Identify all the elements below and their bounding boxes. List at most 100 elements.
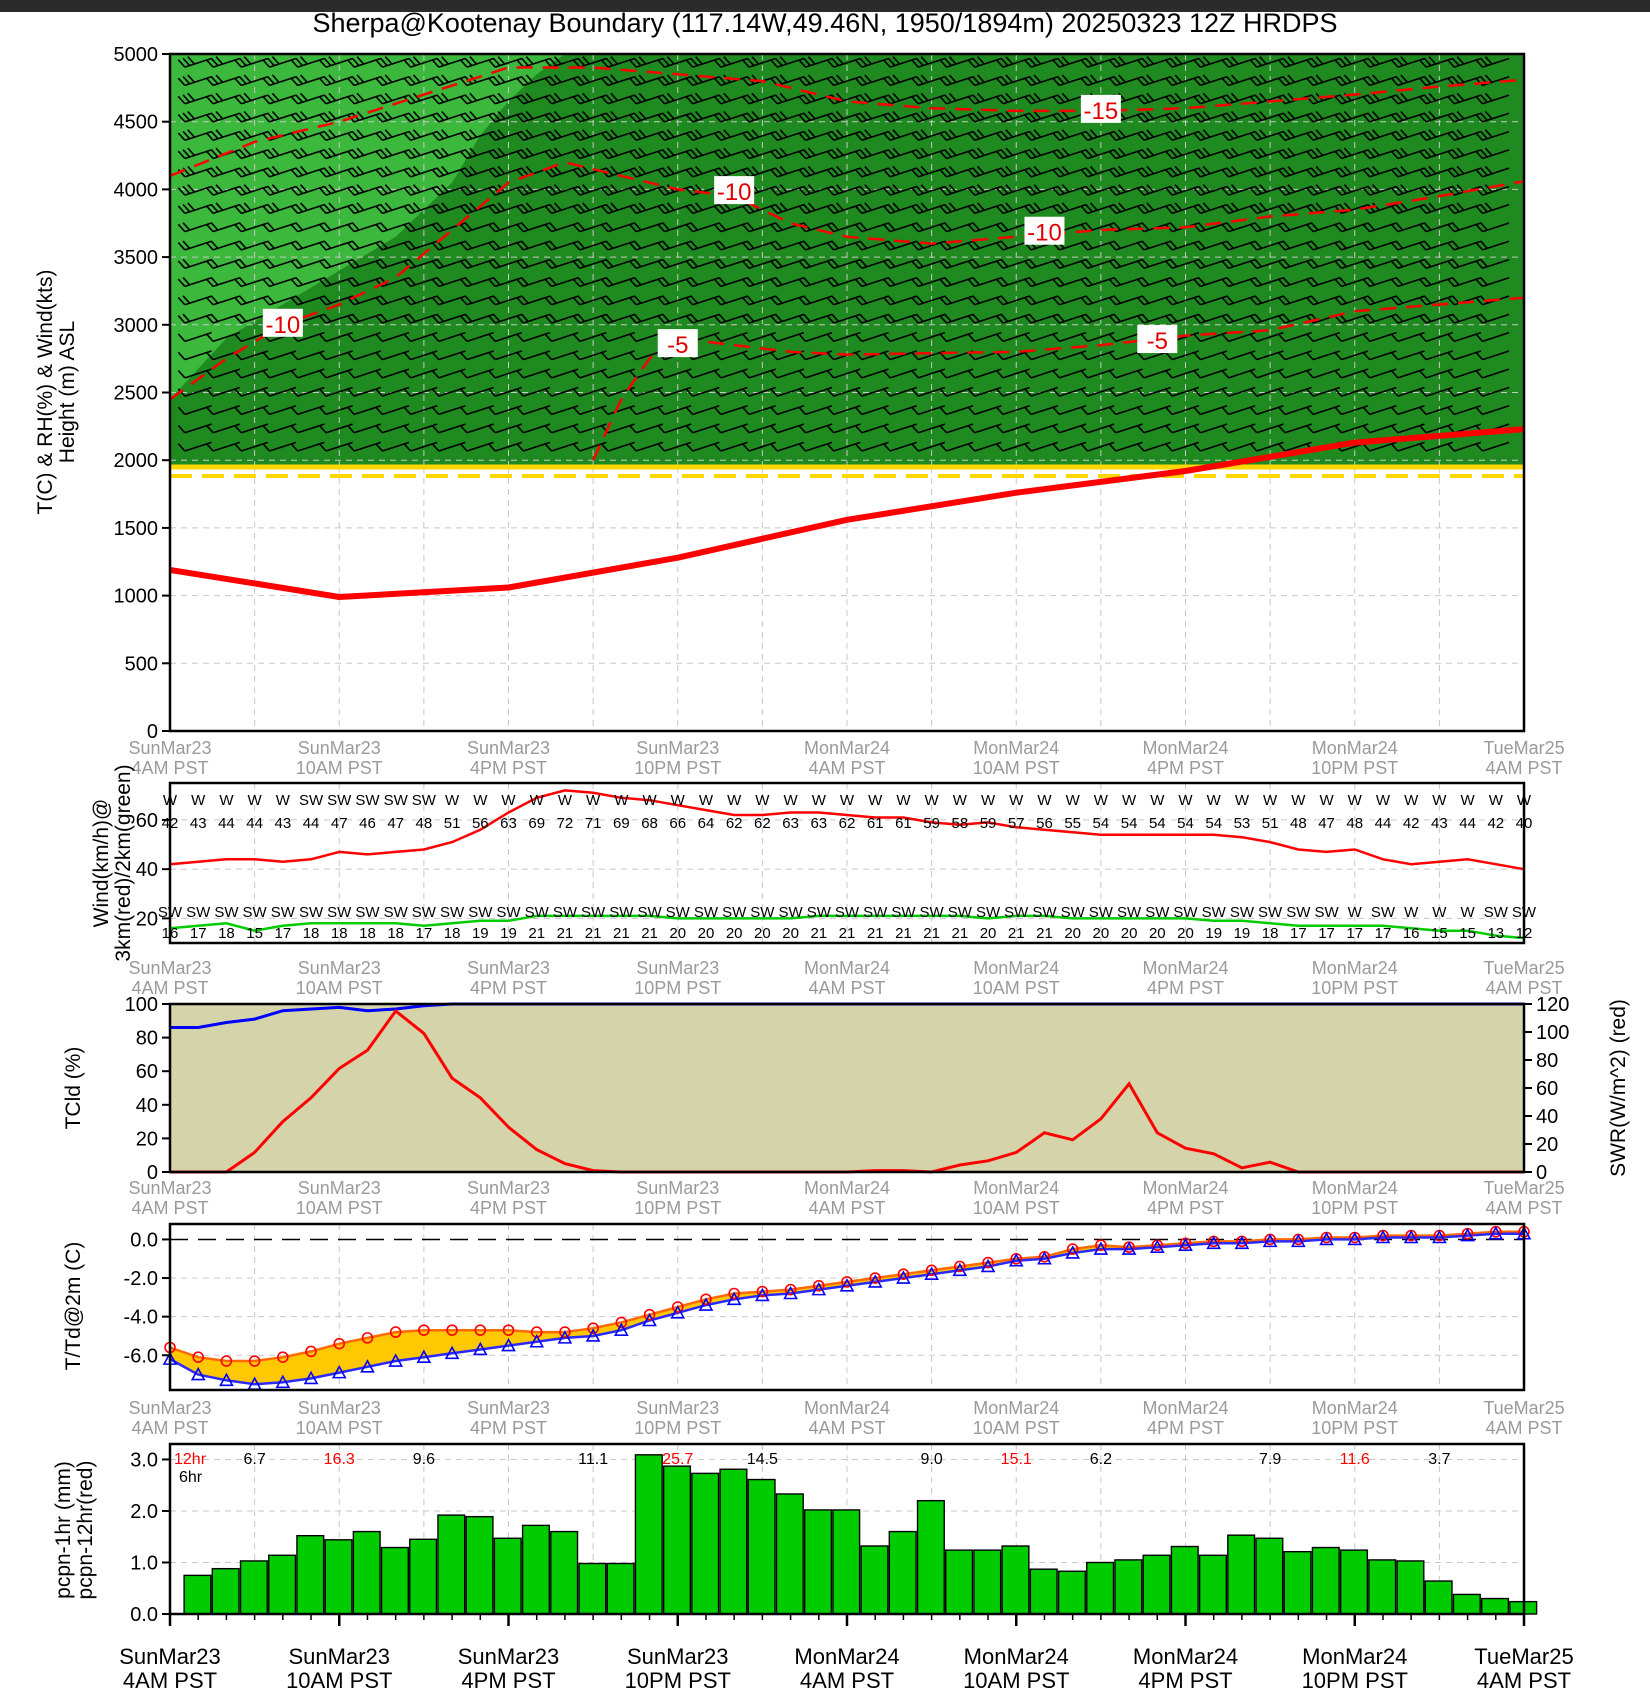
wind-barb-flag xyxy=(544,278,553,287)
wind-barb-flag xyxy=(431,114,440,123)
wind-barb-flag xyxy=(262,388,271,397)
wind-2km-direction: SW xyxy=(694,904,719,921)
wind-barb-flag xyxy=(318,205,327,214)
wind-3km-direction: W xyxy=(1122,792,1137,809)
wind-barb-flag xyxy=(577,258,586,268)
wind-barb-flag xyxy=(182,149,191,158)
wind-barb-flag xyxy=(234,187,242,196)
wind-barb-flag xyxy=(441,129,449,138)
wind-barb-flag xyxy=(182,313,191,323)
wind-barb-flag xyxy=(408,258,416,268)
wind-barb-flag xyxy=(347,260,355,269)
wind-barb-flag xyxy=(600,406,609,415)
wind-3km-speed: 48 xyxy=(1346,815,1363,832)
wind-barb-flag xyxy=(379,277,388,286)
wind-barb-flag xyxy=(356,92,365,102)
wind-barb-flag xyxy=(187,56,195,65)
wind-2km-direction: W xyxy=(1460,904,1475,921)
wind-barb-flag xyxy=(262,114,271,123)
wind-barb-flag xyxy=(459,388,468,397)
wind-3km-speed: 54 xyxy=(1205,815,1222,832)
wind-barb-flag xyxy=(267,258,275,268)
wind-barb-flag xyxy=(177,260,186,269)
time-label-day: SunMar23 xyxy=(467,738,550,758)
wind-2km-speed: 21 xyxy=(923,925,940,942)
precip-bar xyxy=(211,1567,240,1615)
wind-barb-flag xyxy=(323,203,332,213)
wind-barb-flag xyxy=(328,92,337,102)
time-label-hour: 10AM PST xyxy=(973,1198,1060,1218)
wind-3km-direction: W xyxy=(1207,792,1222,809)
wind-barb-flag xyxy=(520,185,529,195)
wind-2km-direction: SW xyxy=(1258,904,1283,921)
wind-3km-direction: W xyxy=(1094,792,1109,809)
wind-barb-flag xyxy=(234,388,242,397)
wind-3km-direction: W xyxy=(953,792,968,809)
wind-barb-flag xyxy=(215,165,224,175)
wind-2km-speed: 20 xyxy=(698,925,715,942)
wind-3km-speed: 57 xyxy=(1008,815,1025,832)
wind-barb-flag xyxy=(290,132,299,141)
wind-barb-flag xyxy=(520,112,529,121)
time-label-hour: 10AM PST xyxy=(296,978,383,998)
wind-barb-flag xyxy=(234,77,242,86)
precip-bar xyxy=(634,1454,663,1615)
wind-barb-flag xyxy=(605,149,614,158)
wind-barb-flag xyxy=(492,167,501,176)
wind-barb-flag xyxy=(577,295,586,304)
wind-barb-flag xyxy=(187,110,195,120)
wind-barb-flag xyxy=(488,406,496,415)
wind-barb-flag xyxy=(610,129,619,138)
time-label-day: TueMar25 xyxy=(1483,1178,1564,1198)
wind-3km-direction: W xyxy=(530,792,545,809)
wind-barb-flag xyxy=(215,92,224,102)
time-label-day: MonMar24 xyxy=(1142,958,1228,978)
wind-barb-flag xyxy=(516,205,524,214)
wind-barb-flag xyxy=(238,295,247,304)
wind-barb-flag xyxy=(492,295,501,304)
wind-barb-flag xyxy=(629,351,637,361)
wind-3km-speed: 69 xyxy=(613,815,630,832)
wind-barb-flag xyxy=(182,240,191,249)
wind-barb-flag xyxy=(238,76,247,85)
wind-barb-flag xyxy=(436,258,445,268)
wind-barb-flag xyxy=(497,165,506,175)
wind-barb-flag xyxy=(328,129,337,138)
wind-barb-flag xyxy=(572,114,581,123)
wind-barb-flag xyxy=(290,443,299,452)
wind-barb-flag xyxy=(520,57,529,67)
precip-bar xyxy=(493,1537,522,1615)
wind-barb-flag xyxy=(605,94,614,103)
time-label-hour: 4AM PST xyxy=(131,1418,208,1438)
wind-barb-flag xyxy=(351,222,360,231)
y-tick-label: 2500 xyxy=(114,383,159,405)
precip-bar xyxy=(803,1509,833,1615)
wind-barb-flag xyxy=(379,295,388,304)
wind-2km-direction: SW xyxy=(1173,904,1198,921)
wind-barb-flag xyxy=(544,223,553,233)
wind-3km-direction: W xyxy=(1291,792,1306,809)
wind-barb-flag xyxy=(577,76,586,85)
wind-barb-flag xyxy=(347,77,355,86)
time-label-day: MonMar24 xyxy=(804,1398,890,1418)
wind-barb-flag xyxy=(408,94,416,103)
wind-barb-flag xyxy=(403,114,412,123)
wind-barb-flag xyxy=(436,167,445,176)
wind-2km-speed: 20 xyxy=(754,925,771,942)
wind-barb-flag xyxy=(403,205,412,214)
wind-barb-flag xyxy=(553,129,562,138)
wind-barb-flag xyxy=(516,95,524,105)
wind-2km-direction: SW xyxy=(637,904,662,921)
wind-2km-speed: 20 xyxy=(980,925,997,942)
wind-barb-flag xyxy=(384,56,393,65)
y2-tick-label: 100 xyxy=(1536,1022,1569,1044)
wind-barb-flag xyxy=(408,185,416,195)
wind-3km-speed: 44 xyxy=(303,815,320,832)
precip-bar xyxy=(662,1465,692,1615)
wind-3km-direction: W xyxy=(1178,792,1193,809)
wind-3km-direction: W xyxy=(727,792,742,809)
wind-barb-flag xyxy=(488,424,496,434)
wind-barb-flag xyxy=(351,277,360,286)
precip-accumulation-label: 25.7 xyxy=(662,1451,693,1468)
wind-barb-flag xyxy=(234,296,242,306)
